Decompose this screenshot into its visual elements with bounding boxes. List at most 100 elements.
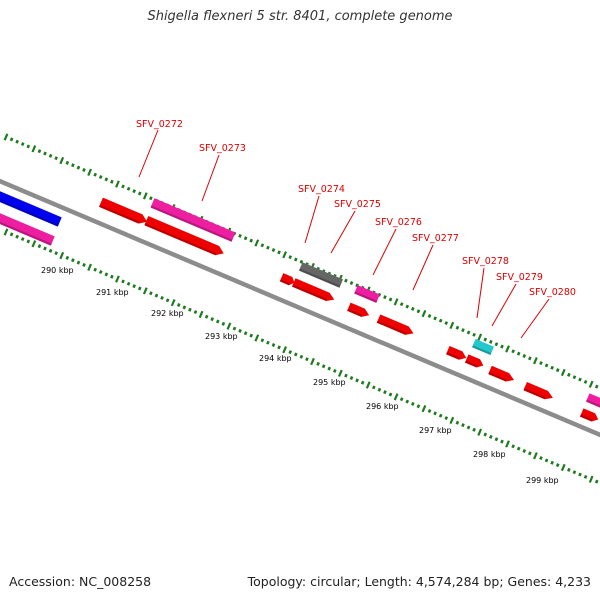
minor-tick bbox=[26, 239, 31, 244]
minor-tick bbox=[455, 420, 460, 425]
minor-tick bbox=[98, 270, 103, 275]
minor-tick bbox=[93, 172, 97, 177]
gene-red[interactable] bbox=[99, 197, 149, 227]
minor-tick bbox=[500, 344, 504, 349]
major-tick bbox=[310, 357, 315, 366]
major-tick bbox=[421, 309, 427, 318]
gene-label-sfv-0280[interactable]: SFV_0280 bbox=[529, 287, 576, 298]
minor-tick bbox=[71, 163, 75, 168]
minor-tick bbox=[82, 262, 86, 267]
leader-line bbox=[520, 298, 550, 339]
minor-tick bbox=[383, 390, 387, 395]
major-tick bbox=[142, 287, 148, 295]
minor-tick bbox=[528, 356, 532, 361]
scale-label: 292 kbp bbox=[151, 309, 184, 318]
minor-tick bbox=[399, 397, 404, 402]
gene-red[interactable] bbox=[446, 345, 468, 362]
minor-tick bbox=[572, 375, 577, 380]
minor-tick bbox=[165, 298, 170, 303]
minor-tick bbox=[76, 260, 81, 265]
minor-tick bbox=[511, 444, 515, 449]
gene-magenta[interactable] bbox=[585, 393, 600, 409]
minor-tick bbox=[371, 385, 376, 390]
minor-tick bbox=[188, 307, 192, 312]
leader-line bbox=[476, 267, 485, 319]
major-tick bbox=[226, 322, 232, 330]
minor-tick bbox=[232, 326, 237, 331]
minor-tick bbox=[288, 255, 293, 260]
major-tick bbox=[337, 369, 343, 377]
gene-red[interactable] bbox=[488, 365, 515, 384]
major-tick bbox=[560, 368, 566, 377]
gene-label-sfv-0279[interactable]: SFV_0279 bbox=[496, 272, 543, 283]
minor-tick bbox=[65, 160, 70, 165]
minor-tick bbox=[271, 343, 276, 348]
minor-tick bbox=[15, 234, 19, 239]
gene-red[interactable] bbox=[291, 278, 336, 303]
minor-tick bbox=[215, 319, 220, 324]
minor-tick bbox=[444, 321, 449, 326]
gene-red[interactable] bbox=[464, 354, 485, 369]
major-tick bbox=[449, 416, 455, 425]
minor-tick bbox=[388, 297, 393, 302]
minor-tick bbox=[583, 474, 588, 479]
minor-tick bbox=[121, 279, 125, 284]
leader-line bbox=[138, 129, 159, 178]
gene-label-sfv-0277[interactable]: SFV_0277 bbox=[412, 233, 459, 244]
gene-red[interactable] bbox=[347, 302, 371, 320]
minor-tick bbox=[327, 366, 332, 371]
minor-tick bbox=[243, 236, 248, 241]
gene-label-sfv-0275[interactable]: SFV_0275 bbox=[334, 199, 381, 210]
accession-text: Accession: NC_008258 bbox=[9, 574, 152, 589]
gene-magenta[interactable] bbox=[0, 204, 55, 246]
minor-tick bbox=[539, 456, 543, 461]
gene-red[interactable] bbox=[144, 216, 225, 258]
minor-tick bbox=[461, 423, 465, 428]
gene-label-sfv-0273[interactable]: SFV_0273 bbox=[199, 143, 246, 154]
minor-tick bbox=[37, 244, 42, 249]
gene-label-sfv-0276[interactable]: SFV_0276 bbox=[375, 217, 422, 228]
gene-gray[interactable] bbox=[298, 262, 344, 288]
minor-tick bbox=[472, 427, 476, 432]
gene-red[interactable] bbox=[376, 314, 416, 337]
major-tick bbox=[59, 251, 65, 260]
gene-label-sfv-0274[interactable]: SFV_0274 bbox=[298, 184, 345, 195]
minor-tick bbox=[388, 392, 393, 397]
minor-tick bbox=[494, 342, 499, 347]
major-tick bbox=[198, 310, 204, 319]
gene-blue[interactable] bbox=[0, 185, 62, 227]
minor-tick bbox=[472, 332, 476, 337]
minor-tick bbox=[260, 338, 265, 343]
leader-line bbox=[372, 228, 397, 276]
major-tick bbox=[3, 228, 9, 236]
minor-tick bbox=[455, 325, 460, 330]
major-tick bbox=[87, 168, 92, 176]
leader-line bbox=[201, 154, 220, 202]
major-tick bbox=[254, 239, 260, 247]
gene-red[interactable] bbox=[279, 273, 296, 287]
gene-magenta[interactable] bbox=[150, 198, 236, 242]
gene-magenta[interactable] bbox=[354, 285, 380, 303]
gene-red[interactable] bbox=[523, 382, 554, 402]
minor-tick bbox=[20, 237, 25, 242]
minor-tick bbox=[344, 278, 348, 283]
minor-tick bbox=[26, 144, 31, 149]
gene-label-sfv-0272[interactable]: SFV_0272 bbox=[136, 119, 183, 130]
gene-cyan[interactable] bbox=[472, 338, 494, 356]
minor-tick bbox=[137, 191, 142, 196]
minor-tick bbox=[154, 293, 159, 298]
minor-tick bbox=[550, 365, 554, 370]
major-tick bbox=[87, 263, 92, 271]
minor-tick bbox=[104, 177, 109, 182]
scale-label: 290 kbp bbox=[41, 266, 74, 275]
minor-tick bbox=[433, 316, 437, 321]
minor-tick bbox=[20, 142, 25, 147]
gene-red[interactable] bbox=[579, 408, 600, 423]
minor-tick bbox=[578, 377, 582, 382]
minor-tick bbox=[9, 232, 14, 237]
scale-label: 298 kbp bbox=[473, 450, 506, 459]
gene-label-sfv-0278[interactable]: SFV_0278 bbox=[462, 256, 509, 267]
major-tick bbox=[505, 345, 510, 353]
major-tick bbox=[115, 180, 120, 188]
minor-tick bbox=[293, 257, 298, 262]
